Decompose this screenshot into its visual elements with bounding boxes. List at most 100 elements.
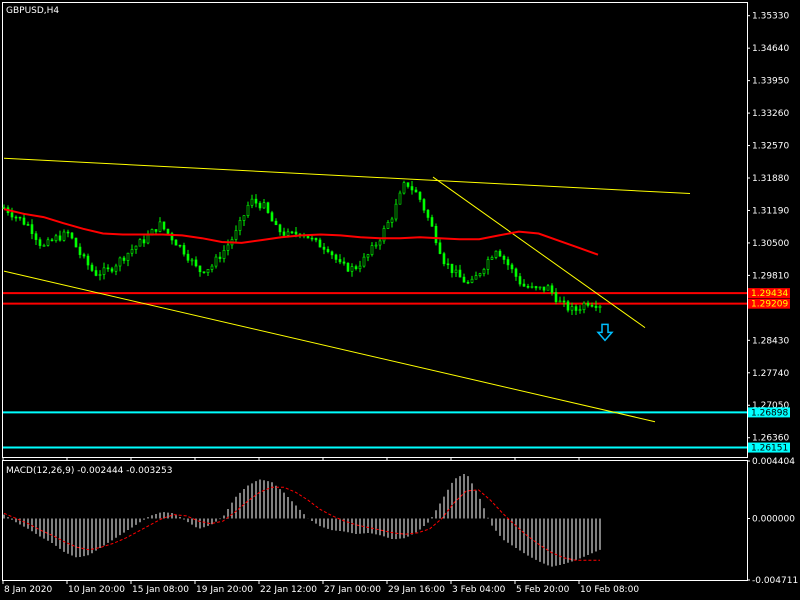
candle-body [586, 302, 590, 306]
time-tick-label: 29 Jan 16:00 [388, 585, 445, 595]
trendlines[interactable] [3, 157, 691, 423]
candle-body [578, 309, 582, 311]
candle-body [354, 266, 358, 270]
candle-body [562, 300, 566, 303]
candle-body [50, 239, 54, 242]
candle-body [506, 259, 510, 266]
candle-body [26, 224, 30, 226]
candle-body [362, 256, 366, 267]
level-tag-text: 1.26151 [751, 444, 788, 454]
level-tag-box [748, 298, 790, 309]
candle-body [2, 207, 6, 209]
level-tag-text: 1.29209 [751, 300, 788, 310]
candle-body [182, 245, 186, 255]
candle-body [138, 239, 142, 247]
candle-body [406, 182, 410, 187]
candle-body [178, 244, 182, 247]
candle-body [510, 264, 514, 270]
candle-body [390, 218, 394, 223]
candle-body [310, 237, 314, 240]
candle-body [398, 192, 402, 205]
sell-arrow-icon[interactable] [596, 323, 614, 342]
candle-body [330, 251, 334, 256]
candle-body [498, 250, 502, 257]
candle-body [190, 259, 194, 262]
candle-body [590, 305, 594, 307]
ma-path [3, 208, 599, 256]
candle-body [410, 186, 414, 191]
candle-body [462, 276, 466, 283]
candle-body [158, 221, 162, 232]
candle-body [242, 215, 246, 221]
candle-body [418, 191, 422, 200]
candle-body [18, 216, 22, 219]
price-tick-label: 1.34640 [752, 44, 789, 54]
moving-average [3, 208, 599, 256]
candle-body [370, 245, 374, 255]
candle-body [222, 250, 226, 259]
price-axis: 1.35330 1.34640 1.33950 1.33260 1.32570 1.318… [747, 12, 789, 444]
candle-body [530, 286, 534, 288]
candle-body [466, 281, 470, 284]
horizontal-levels[interactable] [3, 292, 747, 449]
candle-body [274, 220, 278, 226]
price-tick-label: 1.35330 [752, 12, 789, 22]
candle-body [402, 182, 406, 194]
candle-body [102, 267, 106, 275]
level-tag-box [748, 288, 790, 299]
candle-body [238, 220, 242, 231]
candle-body [598, 305, 602, 308]
candle-body [378, 240, 382, 246]
candle-body [318, 239, 322, 248]
time-tick-label: 8 Jan 2020 [4, 585, 52, 595]
time-tick-label: 3 Feb 04:00 [452, 585, 506, 595]
candle-body [78, 246, 82, 255]
candle-body [170, 233, 174, 241]
candle-body [494, 250, 498, 258]
candle-body [314, 237, 318, 241]
candle-body [186, 253, 190, 261]
symbol-title: GBPUSD,H4 [6, 6, 59, 16]
candle-body [38, 239, 42, 246]
candle-body [538, 286, 542, 289]
candle-body [166, 228, 170, 234]
candle-body [218, 256, 222, 259]
candle-body [550, 285, 554, 293]
time-tick-label: 5 Feb 20:00 [516, 585, 570, 595]
macd-title: MACD(12,26,9) -0.002444 -0.003253 [6, 466, 172, 476]
candle-body [458, 269, 462, 278]
candle-body [514, 268, 518, 277]
candle-body [130, 249, 134, 254]
candle-body [282, 231, 286, 236]
signal-path [3, 486, 600, 561]
candle-body [526, 285, 530, 288]
level-tag-box [748, 442, 790, 453]
candle-body [478, 273, 482, 276]
candle-body [234, 230, 238, 240]
time-tick-label: 15 Jan 08:00 [132, 585, 189, 595]
candle-body [486, 259, 490, 270]
candle-body [114, 265, 118, 272]
candle-body [254, 198, 258, 204]
candle-body [394, 203, 398, 220]
candle-body [570, 306, 574, 311]
candle-body [194, 259, 198, 267]
candle-body [434, 225, 438, 244]
candle-body [154, 229, 158, 232]
candle-body [34, 233, 38, 240]
candle-body [566, 301, 570, 311]
candle-body [574, 306, 578, 311]
candle-body [422, 199, 426, 211]
candle-body [82, 254, 86, 257]
candle-body [90, 264, 94, 271]
candle-body [134, 245, 138, 250]
macd-tick-label: -0.004711 [752, 576, 798, 586]
price-tick-label: 1.32570 [752, 142, 789, 152]
candle-body [358, 265, 362, 270]
candle-body [30, 224, 34, 234]
trendline [3, 157, 691, 195]
macd-tick-label: 0.000000 [752, 514, 795, 524]
macd-panel-frame [2, 460, 748, 581]
